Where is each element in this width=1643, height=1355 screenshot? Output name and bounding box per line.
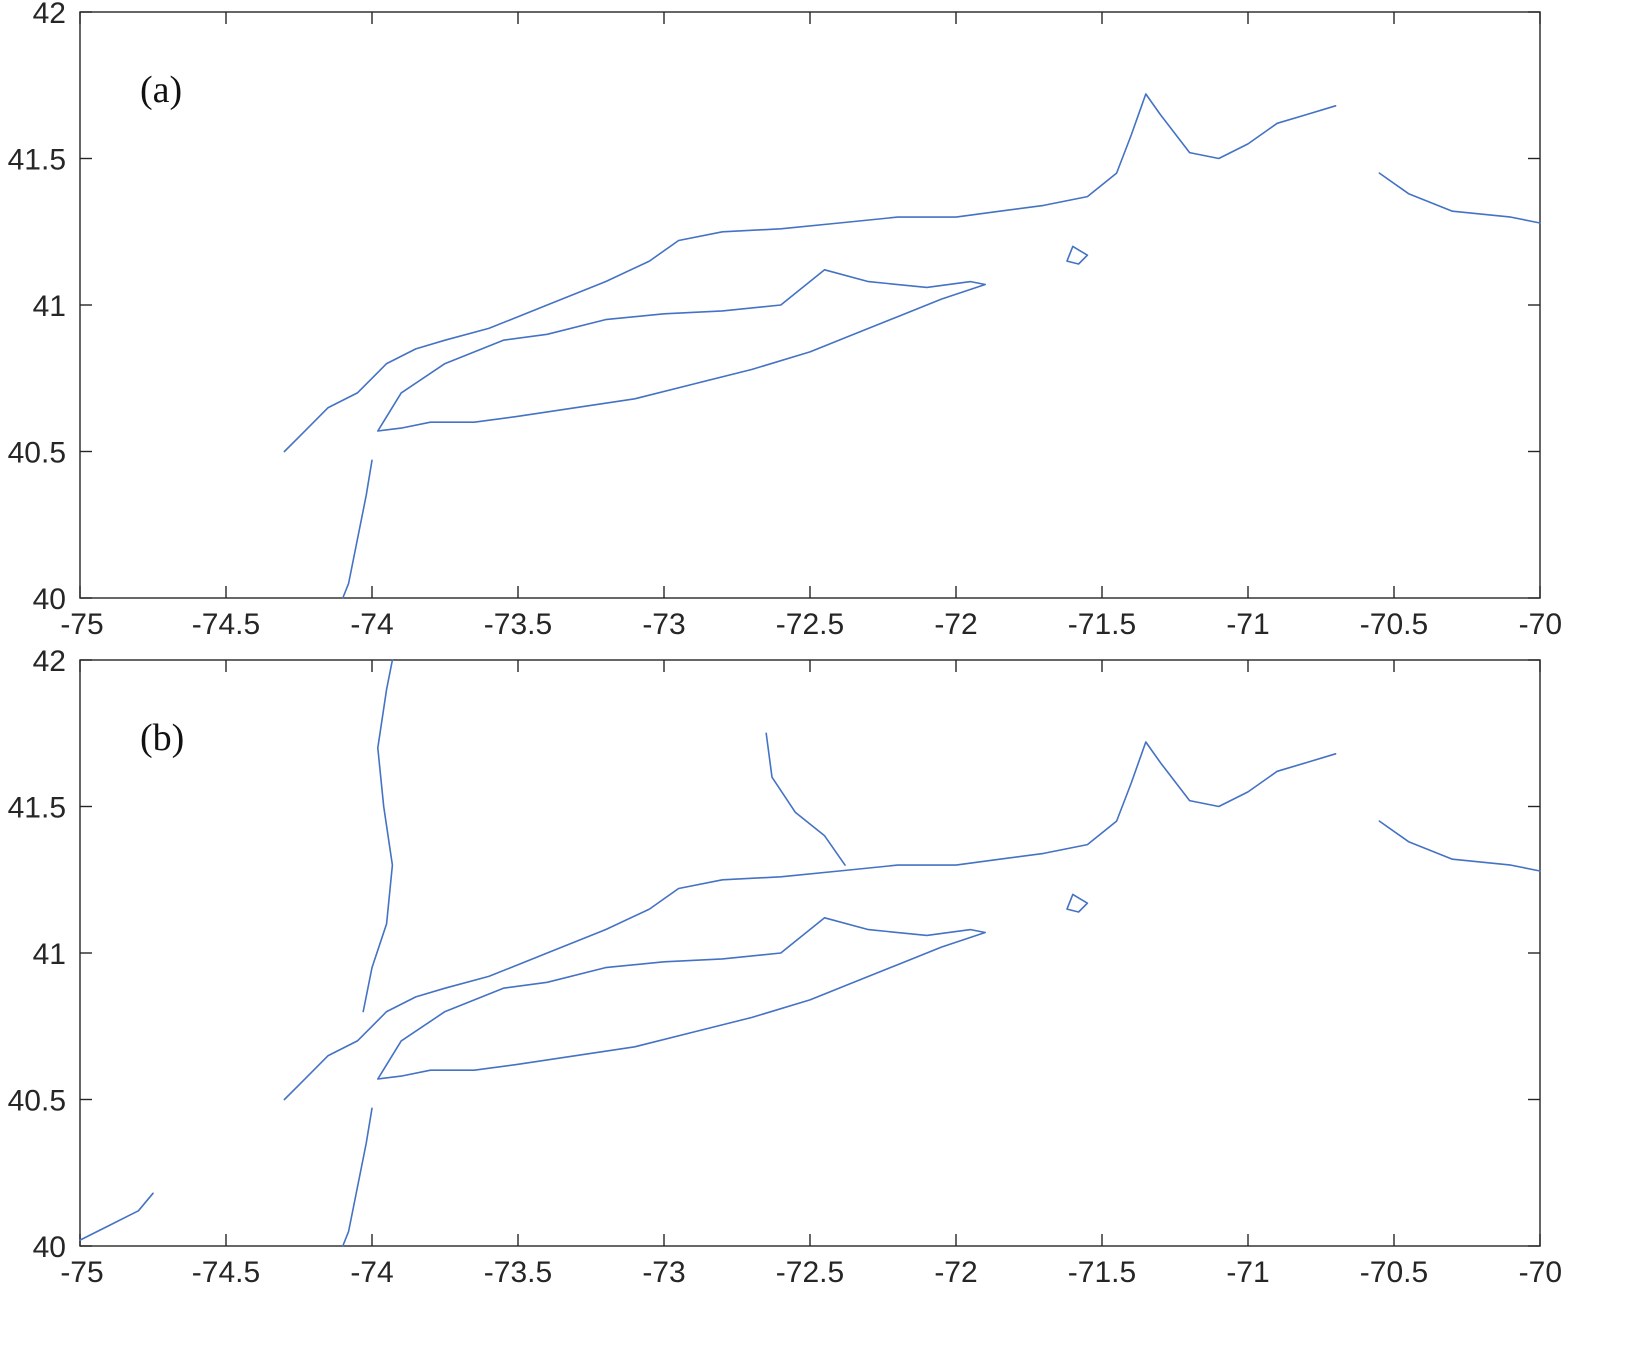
x-tick-label: -75	[60, 1256, 103, 1289]
x-tick-label: -71.5	[1068, 608, 1136, 641]
y-tick-label: 41.5	[8, 792, 66, 825]
coastline-line	[79, 1192, 154, 1241]
y-tick-label: 40	[33, 583, 66, 616]
y-tick-label: 41	[33, 938, 66, 971]
x-tick-label: -74	[350, 608, 393, 641]
x-tick-label: -73.5	[484, 608, 552, 641]
coastline-line	[1066, 893, 1089, 913]
x-tick-label: -71	[1226, 1256, 1269, 1289]
y-tick-label: 40	[33, 1231, 66, 1264]
x-tick-label: -73.5	[484, 1256, 552, 1289]
x-tick-label: -74.5	[192, 608, 260, 641]
panel-label: (a)	[140, 69, 182, 111]
x-tick-label: -72.5	[776, 608, 844, 641]
x-tick-label: -74	[350, 1256, 393, 1289]
coastline-line	[1378, 172, 1541, 224]
axes-frame	[79, 11, 1541, 599]
coastline-line	[283, 741, 1337, 1101]
y-tick-label: 42	[33, 645, 66, 678]
x-tick-label: -71	[1226, 608, 1269, 641]
panel-a: -75 -74.5 -74 -73.5 -73 -72.5 -72 -71.5 -71 -70.5…	[8, 0, 1562, 641]
coastline-line	[377, 269, 986, 432]
x-tick-label: -73	[642, 1256, 685, 1289]
coastline-line	[342, 459, 373, 599]
river-line	[362, 659, 394, 1013]
x-tick-label: -75	[60, 608, 103, 641]
panel-b: -75 -74.5 -74 -73.5 -73 -72.5 -72 -71.5 -71 -70.5…	[8, 645, 1562, 1289]
y-tick-label: 41.5	[8, 144, 66, 177]
y-tick-label: 40.5	[8, 437, 66, 470]
y-tick-label: 41	[33, 290, 66, 323]
axes-frame	[79, 659, 1541, 1247]
x-tick-label: -74.5	[192, 1256, 260, 1289]
x-tick-label: -70	[1519, 608, 1562, 641]
coastline-line	[1066, 245, 1089, 265]
y-tick-label: 40.5	[8, 1085, 66, 1118]
coastline-line	[342, 1107, 373, 1247]
river-line	[765, 732, 846, 866]
panel-label: (b)	[140, 717, 184, 759]
x-tick-label: -71.5	[1068, 1256, 1136, 1289]
x-tick-label: -70.5	[1360, 608, 1428, 641]
y-tick-label: 42	[33, 0, 66, 30]
x-tick-label: -70.5	[1360, 1256, 1428, 1289]
x-tick-label: -73	[642, 608, 685, 641]
coastline-line	[377, 917, 986, 1080]
x-tick-label: -72	[934, 1256, 977, 1289]
coastline-line	[283, 93, 1337, 453]
x-tick-label: -70	[1519, 1256, 1562, 1289]
x-tick-label: -72.5	[776, 1256, 844, 1289]
x-tick-label: -72	[934, 608, 977, 641]
coastline-line	[1378, 820, 1541, 872]
